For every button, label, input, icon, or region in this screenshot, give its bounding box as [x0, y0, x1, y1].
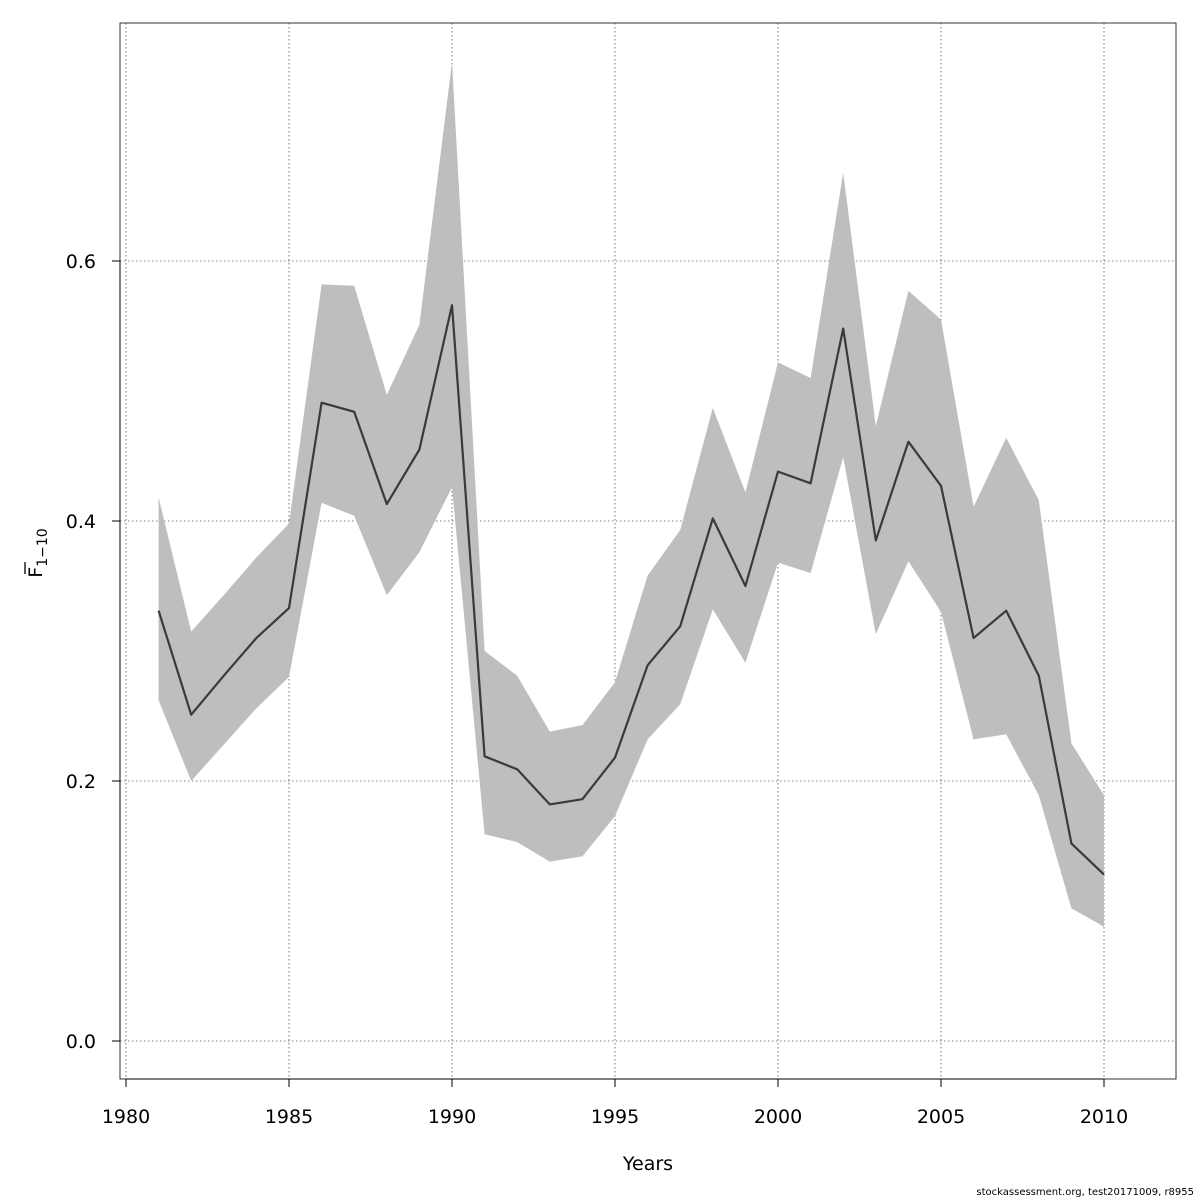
x-tick-label-2005: 2005 [917, 1106, 965, 1128]
y-axis [112, 260, 121, 1042]
x-tick-label-1985: 1985 [265, 1106, 313, 1128]
y-tick-label-0.2: 0.2 [66, 771, 96, 793]
y-axis-title-subscript: 1−10 [35, 528, 51, 566]
x-tick-label-1990: 1990 [428, 1106, 476, 1128]
x-tick-label-2010: 2010 [1080, 1106, 1128, 1128]
y-axis-title-main: F [25, 567, 47, 578]
x-tick-label-1995: 1995 [591, 1106, 639, 1128]
x-axis-title: Years [622, 1153, 673, 1175]
series-line-f-bar [157, 304, 1105, 876]
y-axis-title: F1−10 [24, 528, 51, 578]
y-tick-label-0.0: 0.0 [66, 1031, 96, 1053]
x-tick-labels: 1980 1985 1990 1995 2000 2005 2010 [102, 1106, 1128, 1128]
y-tick-label-0.4: 0.4 [66, 511, 96, 533]
x-tick-label-1980: 1980 [102, 1106, 150, 1128]
confidence-band [158, 62, 1105, 927]
y-tick-label-0.6: 0.6 [66, 251, 96, 273]
svg-text:F1−10: F1−10 [25, 528, 51, 577]
y-tick-labels: 0.0 0.2 0.4 0.6 [66, 251, 96, 1053]
x-tick-label-2000: 2000 [754, 1106, 802, 1128]
footer-credit: stockassessment.org, test20171009, r8955 [976, 1187, 1194, 1198]
x-axis [125, 1078, 1105, 1087]
